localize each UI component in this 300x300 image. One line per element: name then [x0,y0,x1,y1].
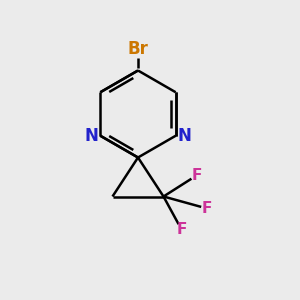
Text: N: N [85,127,99,145]
Text: F: F [202,201,212,216]
Text: N: N [177,127,191,145]
Text: Br: Br [128,40,148,58]
Text: F: F [176,222,187,237]
Text: F: F [191,168,202,183]
